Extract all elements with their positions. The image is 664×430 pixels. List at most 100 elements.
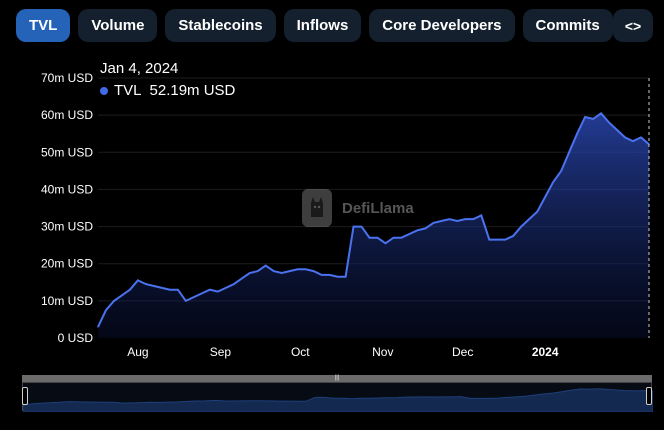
tvl-point bbox=[137, 279, 139, 281]
tooltip-date: Jan 4, 2024 bbox=[100, 60, 179, 77]
tvl-point bbox=[281, 272, 283, 274]
tvl-point bbox=[600, 112, 602, 114]
tooltip-value: 52.19m USD bbox=[149, 82, 236, 99]
tvl-point bbox=[161, 287, 163, 289]
tab-inflows[interactable]: Inflows bbox=[283, 9, 362, 42]
tvl-point bbox=[448, 218, 450, 220]
tvl-point bbox=[289, 270, 291, 272]
tvl-point bbox=[496, 239, 498, 241]
x-tick-label: Sep bbox=[210, 345, 232, 359]
tvl-point bbox=[145, 283, 147, 285]
llama-icon bbox=[302, 189, 332, 227]
tvl-point bbox=[233, 283, 235, 285]
brush-mini-area bbox=[22, 388, 654, 413]
tvl-point bbox=[576, 133, 578, 135]
tvl-point bbox=[193, 296, 195, 298]
tvl-point bbox=[432, 222, 434, 224]
tvl-point bbox=[528, 218, 530, 220]
tvl-point bbox=[257, 270, 259, 272]
tvl-point bbox=[225, 287, 227, 289]
chart-tabs: TVL Volume Stablecoins Inflows Core Deve… bbox=[16, 9, 613, 42]
watermark: DefiLlama bbox=[302, 189, 414, 227]
tvl-point bbox=[265, 265, 267, 267]
tvl-point bbox=[329, 274, 331, 276]
tvl-point bbox=[616, 129, 618, 131]
tvl-point bbox=[400, 237, 402, 239]
x-tick-label: Dec bbox=[452, 345, 473, 359]
x-tick-label: Nov bbox=[372, 345, 393, 359]
y-tick-label: 60m USD bbox=[41, 108, 93, 122]
tvl-point bbox=[297, 268, 299, 270]
brush-right-handle[interactable] bbox=[646, 387, 652, 405]
watermark-text: DefiLlama bbox=[342, 199, 414, 217]
tvl-point bbox=[624, 136, 626, 138]
tvl-point bbox=[345, 276, 347, 278]
tvl-point bbox=[153, 285, 155, 287]
range-brush[interactable]: ||| bbox=[22, 375, 654, 413]
tvl-point bbox=[472, 218, 474, 220]
y-tick-label: 40m USD bbox=[41, 182, 93, 196]
tvl-point bbox=[368, 237, 371, 239]
y-tick-label: 0 USD bbox=[58, 331, 94, 345]
grip-icon[interactable]: ||| bbox=[334, 375, 340, 381]
tvl-point bbox=[113, 300, 115, 302]
tvl-point bbox=[568, 151, 570, 153]
tvl-line bbox=[97, 111, 650, 328]
tvl-point bbox=[313, 270, 315, 272]
chart-tooltip: Jan 4, 2024 TVL 52.19m USD bbox=[100, 60, 235, 100]
x-tick-label: Aug bbox=[127, 345, 148, 359]
tab-commits[interactable]: Commits bbox=[522, 9, 613, 42]
tvl-point bbox=[552, 181, 554, 183]
tvl-point bbox=[129, 289, 131, 291]
tvl-point bbox=[416, 229, 418, 231]
tvl-point bbox=[241, 278, 243, 280]
tab-volume[interactable]: Volume bbox=[78, 9, 158, 42]
tab-core-developers[interactable]: Core Developers bbox=[369, 9, 515, 42]
brush-left-handle[interactable] bbox=[22, 387, 28, 405]
y-tick-label: 70m USD bbox=[41, 71, 93, 85]
code-brackets-icon: <> bbox=[624, 17, 642, 34]
tvl-point bbox=[337, 276, 339, 278]
series-dot-icon bbox=[100, 87, 108, 95]
tab-tvl[interactable]: TVL bbox=[16, 9, 71, 42]
tvl-point bbox=[201, 292, 203, 294]
tvl-point bbox=[105, 309, 107, 311]
tvl-point bbox=[488, 239, 490, 241]
y-tick-label: 10m USD bbox=[41, 294, 93, 308]
tvl-point bbox=[632, 140, 634, 142]
tvl-point bbox=[560, 170, 562, 172]
tvl-point bbox=[584, 116, 586, 118]
tab-stablecoins[interactable]: Stablecoins bbox=[165, 9, 276, 42]
tvl-point bbox=[97, 326, 99, 328]
tvl-point bbox=[464, 218, 466, 220]
tvl-point bbox=[360, 226, 363, 228]
tvl-point bbox=[424, 227, 426, 229]
tvl-point bbox=[185, 300, 187, 302]
tvl-point bbox=[440, 220, 442, 222]
tvl-point bbox=[504, 239, 506, 241]
tvl-point bbox=[209, 289, 211, 291]
tvl-point bbox=[217, 291, 219, 293]
embed-button[interactable]: <> bbox=[613, 9, 653, 42]
tvl-point bbox=[544, 196, 546, 198]
tooltip-series: TVL bbox=[114, 82, 142, 99]
tvl-point bbox=[520, 226, 522, 228]
tvl-point bbox=[177, 289, 179, 291]
tvl-point bbox=[352, 226, 355, 228]
tvl-point bbox=[592, 118, 594, 120]
tvl-point bbox=[408, 233, 410, 235]
tvl-point bbox=[608, 122, 610, 124]
tooltip-row: TVL 52.19m USD bbox=[100, 82, 235, 100]
tvl-point bbox=[512, 235, 514, 237]
brush-window[interactable] bbox=[22, 382, 654, 413]
y-tick-label: 50m USD bbox=[41, 145, 93, 159]
tvl-point bbox=[249, 272, 251, 274]
tvl-point bbox=[169, 289, 171, 291]
y-tick-label: 20m USD bbox=[41, 257, 93, 271]
tvl-point bbox=[384, 242, 387, 244]
x-tick-label: Oct bbox=[291, 345, 310, 359]
tvl-point bbox=[392, 237, 395, 239]
brush-track[interactable] bbox=[22, 375, 652, 382]
tvl-point bbox=[480, 214, 482, 216]
tvl-point bbox=[376, 237, 379, 239]
